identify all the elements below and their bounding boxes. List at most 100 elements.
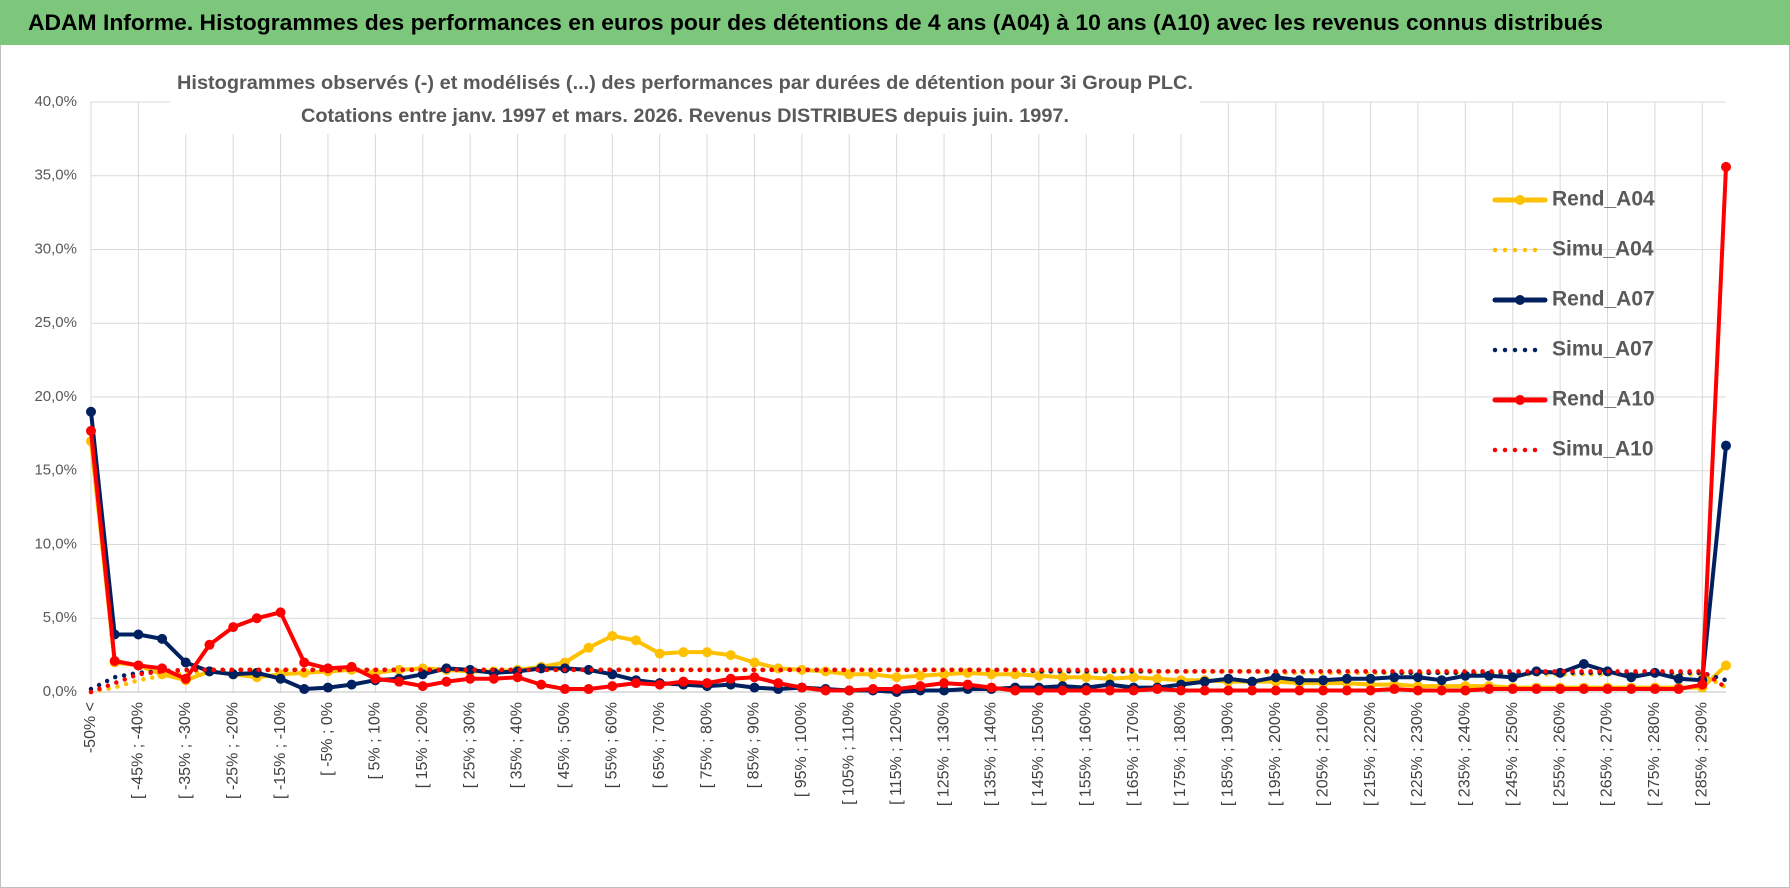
x-tick-label: [ 75% ; 80%	[698, 702, 715, 788]
chart-title: Histogrammes observés (-) et modélisés (…	[177, 73, 1193, 94]
x-tick-label: [ 235% ; 240%	[1457, 702, 1474, 806]
y-tick-label: 20,0%	[34, 388, 77, 405]
marker	[1555, 684, 1566, 695]
marker	[702, 647, 713, 658]
x-tick-label: [ 255% ; 260%	[1551, 702, 1568, 806]
marker	[441, 676, 452, 687]
x-tick-label: [ 85% ; 90%	[746, 702, 763, 788]
marker	[370, 673, 381, 684]
legend-label: Simu_A07	[1552, 338, 1654, 361]
x-tick-label: [ 135% ; 140%	[983, 702, 1000, 806]
marker	[1507, 672, 1518, 683]
marker	[251, 613, 262, 624]
marker	[1531, 684, 1542, 695]
marker	[346, 679, 357, 690]
marker	[1128, 685, 1139, 696]
marker	[749, 657, 760, 668]
marker	[583, 684, 594, 695]
marker	[394, 676, 405, 687]
marker	[1081, 685, 1092, 696]
marker	[1128, 672, 1139, 683]
marker	[702, 678, 713, 689]
legend-label: Rend_A07	[1552, 288, 1655, 311]
marker	[322, 682, 333, 693]
marker	[1033, 670, 1044, 681]
marker	[749, 682, 760, 693]
marker	[512, 672, 523, 683]
marker	[1270, 672, 1281, 683]
marker	[417, 681, 428, 692]
x-tick-label: [ -35% ; -30%	[177, 702, 194, 799]
marker	[678, 647, 689, 658]
legend-marker	[1515, 295, 1525, 305]
marker	[725, 673, 736, 684]
legend-label: Rend_A10	[1552, 388, 1655, 411]
plot-area: 0,0% 5,0% 10,0% 15,0% 20,0% 25,0% 30,0% 35,0% 40…	[34, 93, 1731, 806]
marker	[1626, 684, 1637, 695]
marker	[157, 633, 168, 644]
marker	[773, 678, 784, 689]
marker	[1484, 684, 1495, 695]
marker	[299, 657, 310, 668]
marker	[1199, 685, 1210, 696]
marker	[915, 681, 926, 692]
marker	[204, 639, 215, 650]
x-tick-label: [ 245% ; 250%	[1504, 702, 1521, 806]
marker	[891, 672, 902, 683]
marker	[607, 681, 618, 692]
x-tick-label: [ 5% ; 10%	[367, 702, 384, 779]
x-tick-label: [ 265% ; 270%	[1599, 702, 1616, 806]
marker	[939, 678, 950, 689]
x-tick-label: [ 95% ; 100%	[793, 702, 810, 797]
marker	[986, 682, 997, 693]
marker	[1176, 685, 1186, 696]
marker	[1104, 685, 1115, 696]
x-tick-label: [ 35% ; 40%	[509, 702, 526, 788]
marker	[678, 676, 689, 687]
marker	[1602, 684, 1613, 695]
marker	[180, 673, 191, 684]
title-background	[170, 66, 1200, 134]
marker	[133, 629, 144, 640]
marker	[1626, 672, 1637, 683]
dotted-line	[88, 667, 1729, 695]
x-tick-label: [ 275% ; 280%	[1646, 702, 1663, 806]
y-tick-label: 15,0%	[34, 462, 77, 479]
x-tick-label: [ -45% ; -40%	[130, 702, 147, 799]
x-tick-label: [ 165% ; 170%	[1125, 702, 1142, 806]
marker	[1247, 685, 1258, 696]
legend-label: Simu_A10	[1552, 438, 1654, 461]
legend-label: Simu_A04	[1552, 238, 1654, 261]
marker	[1507, 684, 1518, 695]
marker	[1152, 673, 1163, 684]
x-tick-label: [ 285% ; 290%	[1694, 702, 1711, 806]
marker	[1436, 675, 1447, 686]
marker	[1318, 685, 1329, 696]
x-tick-label: [ -25% ; -20%	[224, 702, 241, 799]
chart-subtitle: Cotations entre janv. 1997 et mars. 2026…	[301, 106, 1069, 127]
marker	[607, 630, 618, 641]
x-tick-label: -50% <	[82, 702, 99, 753]
marker	[1389, 684, 1400, 695]
marker	[133, 660, 144, 671]
legend-marker	[1515, 195, 1525, 205]
marker	[962, 679, 973, 690]
marker	[86, 425, 96, 436]
y-tick-label: 10,0%	[34, 535, 77, 552]
x-tick-label: [ 195% ; 200%	[1267, 702, 1284, 806]
marker	[867, 684, 878, 695]
x-tick-label: [ 45% ; 50%	[556, 702, 573, 788]
x-tick-label: [ 125% ; 130%	[935, 702, 952, 806]
marker	[631, 635, 641, 646]
x-tick-label: [ 185% ; 190%	[1220, 702, 1237, 806]
marker	[1721, 440, 1731, 451]
marker	[1223, 685, 1234, 696]
x-tick-label: [ 55% ; 60%	[604, 702, 621, 788]
marker	[915, 670, 926, 681]
marker	[228, 622, 239, 633]
marker	[86, 406, 96, 417]
marker	[1721, 161, 1731, 172]
marker	[1152, 684, 1163, 695]
